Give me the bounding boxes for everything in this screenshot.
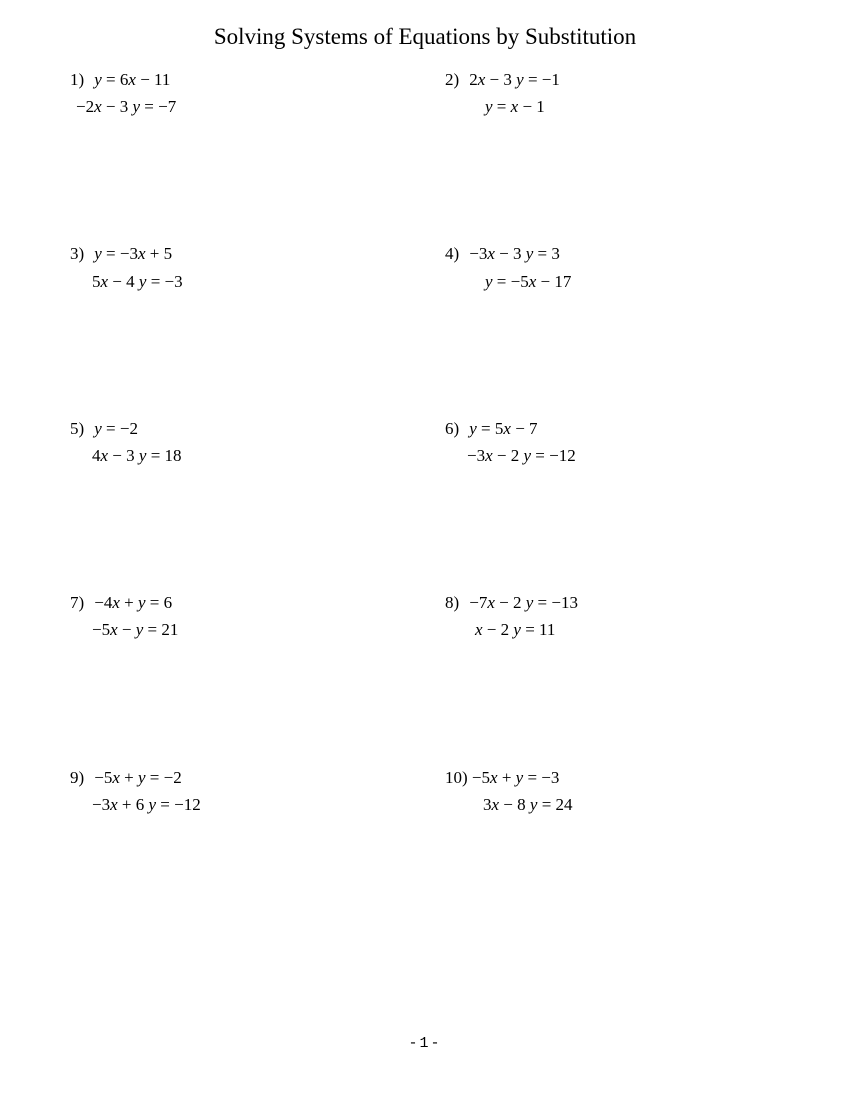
problem-line1: 1) y = 6x − 11 [70, 66, 405, 93]
problem-line1: 8) −7x − 2 y = −13 [445, 589, 780, 616]
problem-line1: 9) −5x + y = −2 [70, 764, 405, 791]
problem-6: 6) y = 5x − 7 −3x − 2 y = −12 [445, 415, 780, 469]
problem-8: 8) −7x − 2 y = −13 x − 2 y = 11 [445, 589, 780, 643]
problem-eq1: y = 5x − 7 [469, 419, 537, 438]
problem-eq2: 5x − 4 y = −3 [70, 268, 405, 295]
problem-eq1: y = −2 [94, 419, 138, 438]
problem-eq2: 3x − 8 y = 24 [445, 791, 780, 818]
problem-line1: 6) y = 5x − 7 [445, 415, 780, 442]
page-number: -1- [0, 1035, 850, 1052]
problem-num: 3) [70, 240, 90, 267]
problem-eq1: y = 6x − 11 [94, 70, 170, 89]
problem-eq2: −5x − y = 21 [70, 616, 405, 643]
problem-eq2: −3x − 2 y = −12 [445, 442, 780, 469]
problem-line1: 4) −3x − 3 y = 3 [445, 240, 780, 267]
problem-line1: 3) y = −3x + 5 [70, 240, 405, 267]
problem-eq2: 4x − 3 y = 18 [70, 442, 405, 469]
problem-eq1: −5x + y = −2 [94, 768, 181, 787]
problem-eq2: −2x − 3 y = −7 [70, 93, 405, 120]
problem-10: 10) −5x + y = −3 3x − 8 y = 24 [445, 764, 780, 818]
problem-num: 9) [70, 764, 90, 791]
problem-eq2: y = x − 1 [445, 93, 780, 120]
problem-num: 8) [445, 589, 465, 616]
problem-eq1: y = −3x + 5 [94, 244, 172, 263]
problem-9: 9) −5x + y = −2 −3x + 6 y = −12 [70, 764, 405, 818]
problem-5: 5) y = −2 4x − 3 y = 18 [70, 415, 405, 469]
problem-eq2: y = −5x − 17 [445, 268, 780, 295]
problem-num: 1) [70, 66, 90, 93]
problem-7: 7) −4x + y = 6 −5x − y = 21 [70, 589, 405, 643]
problem-eq1: −5x + y = −3 [472, 768, 559, 787]
problem-line1: 10) −5x + y = −3 [445, 764, 780, 791]
problem-2: 2) 2x − 3 y = −1 y = x − 1 [445, 66, 780, 120]
problem-4: 4) −3x − 3 y = 3 y = −5x − 17 [445, 240, 780, 294]
problem-3: 3) y = −3x + 5 5x − 4 y = −3 [70, 240, 405, 294]
problem-line1: 7) −4x + y = 6 [70, 589, 405, 616]
problem-num: 6) [445, 415, 465, 442]
problem-num: 4) [445, 240, 465, 267]
problem-num: 2) [445, 66, 465, 93]
problems-grid: 1) y = 6x − 11 −2x − 3 y = −7 2) 2x − 3 … [0, 66, 850, 818]
problem-num: 7) [70, 589, 90, 616]
problem-num: 5) [70, 415, 90, 442]
problem-num: 10) [445, 764, 468, 791]
problem-eq1: −3x − 3 y = 3 [469, 244, 560, 263]
problem-eq1: −7x − 2 y = −13 [469, 593, 578, 612]
problem-eq1: 2x − 3 y = −1 [469, 70, 560, 89]
problem-eq2: −3x + 6 y = −12 [70, 791, 405, 818]
page-title: Solving Systems of Equations by Substitu… [0, 0, 850, 66]
problem-eq1: −4x + y = 6 [94, 593, 172, 612]
problem-line1: 2) 2x − 3 y = −1 [445, 66, 780, 93]
problem-eq2: x − 2 y = 11 [445, 616, 780, 643]
problem-line1: 5) y = −2 [70, 415, 405, 442]
problem-1: 1) y = 6x − 11 −2x − 3 y = −7 [70, 66, 405, 120]
